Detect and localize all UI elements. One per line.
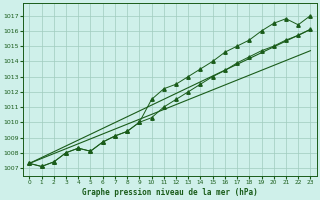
X-axis label: Graphe pression niveau de la mer (hPa): Graphe pression niveau de la mer (hPa): [82, 188, 258, 197]
